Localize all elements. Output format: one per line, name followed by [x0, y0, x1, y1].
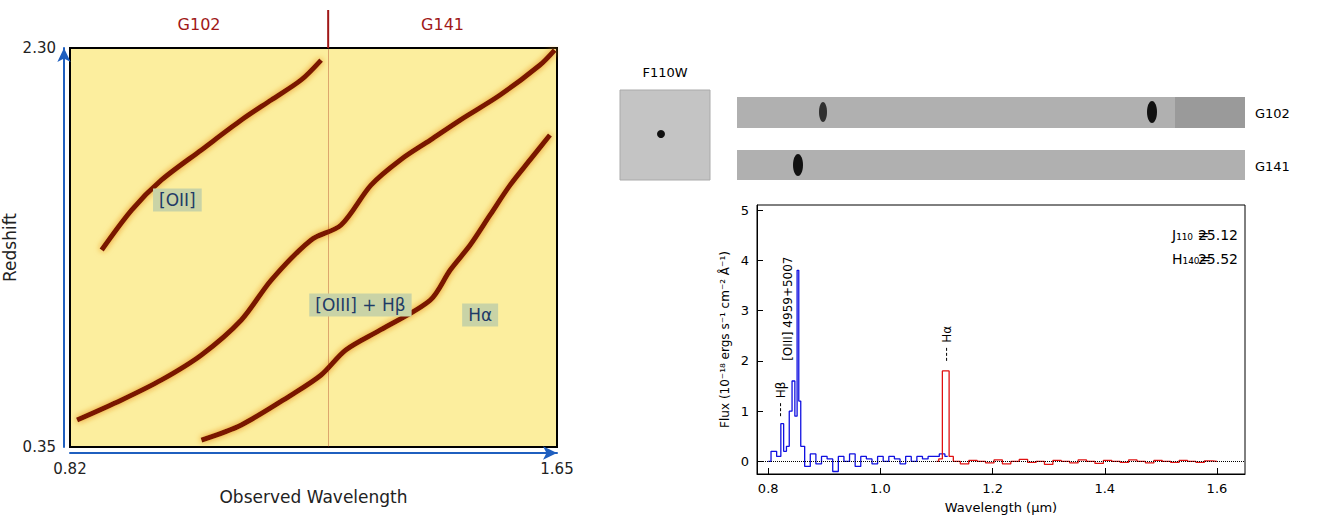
svg-text:G141: G141 [1255, 159, 1290, 174]
svg-text:Flux (10⁻¹⁸ ergs s⁻¹ cm⁻² Å⁻¹): Flux (10⁻¹⁸ ergs s⁻¹ cm⁻² Å⁻¹) [717, 251, 732, 428]
svg-text:Wavelength (µm): Wavelength (µm) [945, 500, 1057, 515]
svg-text:Hα: Hα [468, 305, 492, 325]
svg-text:[OIII] + Hβ: [OIII] + Hβ [315, 295, 405, 315]
svg-text:H₁₄₀=: H₁₄₀= [1172, 251, 1212, 267]
svg-text:25.12: 25.12 [1198, 227, 1238, 243]
svg-text:J₁₁₀ =: J₁₁₀ = [1172, 227, 1210, 243]
svg-text:2: 2 [741, 353, 749, 368]
svg-text:F110W: F110W [642, 65, 687, 80]
svg-text:1: 1 [741, 404, 749, 419]
svg-text:5: 5 [741, 203, 749, 218]
svg-text:0.82: 0.82 [53, 460, 86, 478]
svg-text:G102: G102 [178, 15, 221, 34]
svg-text:1.0: 1.0 [870, 481, 891, 496]
svg-text:1.2: 1.2 [982, 481, 1003, 496]
svg-text:Observed Wavelength: Observed Wavelength [219, 487, 407, 507]
svg-text:[OIII] 4959+5007: [OIII] 4959+5007 [781, 256, 795, 360]
svg-text:Hβ: Hβ [774, 381, 788, 398]
svg-text:3: 3 [741, 303, 749, 318]
svg-text:25.52: 25.52 [1198, 251, 1238, 267]
svg-text:0.35: 0.35 [23, 438, 56, 456]
svg-text:Hα: Hα [940, 326, 954, 343]
svg-text:G141: G141 [421, 15, 464, 34]
svg-text:0: 0 [741, 454, 749, 469]
svg-text:[OII]: [OII] [159, 190, 196, 210]
svg-text:4: 4 [741, 253, 749, 268]
svg-text:G102: G102 [1255, 106, 1290, 121]
svg-text:0.8: 0.8 [758, 481, 779, 496]
svg-text:2.30: 2.30 [23, 39, 56, 57]
svg-text:Redshift: Redshift [0, 213, 20, 282]
svg-text:1.65: 1.65 [540, 460, 573, 478]
svg-text:1.4: 1.4 [1094, 481, 1115, 496]
svg-text:1.6: 1.6 [1207, 481, 1228, 496]
